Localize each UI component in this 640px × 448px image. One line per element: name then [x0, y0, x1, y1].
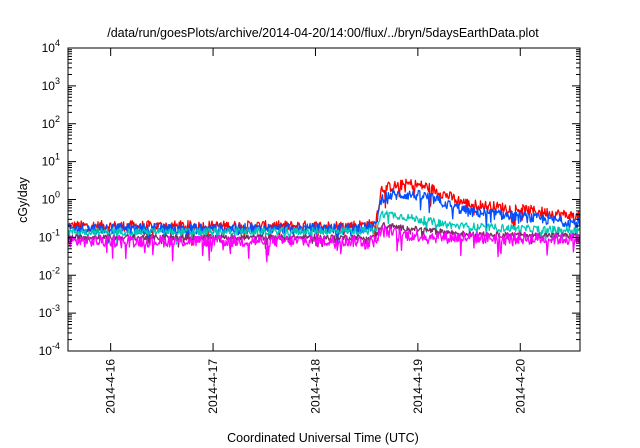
y-tick-label: 102 [42, 114, 60, 131]
plot-frame [67, 47, 581, 352]
y-tick-label: 100 [42, 190, 60, 207]
y-tick-label: 10-2 [39, 265, 60, 282]
series-line [67, 210, 581, 247]
y-axis: 10-4 10-3 10-2 10-1 100 101 102 103 104 [39, 38, 580, 358]
x-tick-label: 2014-4-16 [104, 359, 118, 414]
y-tick-label: 10-4 [39, 341, 60, 358]
x-tick-label: 2014-4-19 [411, 359, 425, 414]
series-layer [67, 178, 581, 263]
y-tick-label: 103 [42, 76, 60, 93]
x-axis: 2014-4-16 2014-4-17 2014-4-18 2014-4-19 2014… [104, 48, 527, 414]
chart-title: /data/run/goesPlots/archive/2014-04-20/1… [107, 26, 539, 40]
x-tick-label: 2014-4-18 [308, 359, 322, 414]
x-tick-label: 2014-4-20 [513, 359, 527, 414]
y-tick-label: 10-1 [39, 227, 60, 244]
x-tick-label: 2014-4-17 [206, 359, 220, 414]
x-axis-label: Coordinated Universal Time (UTC) [227, 431, 419, 445]
y-tick-label: 104 [42, 38, 60, 55]
y-tick-label: 101 [42, 152, 60, 169]
series-line [67, 225, 581, 263]
y-tick-label: 10-3 [39, 303, 60, 320]
y-axis-label: cGy/day [16, 176, 30, 223]
